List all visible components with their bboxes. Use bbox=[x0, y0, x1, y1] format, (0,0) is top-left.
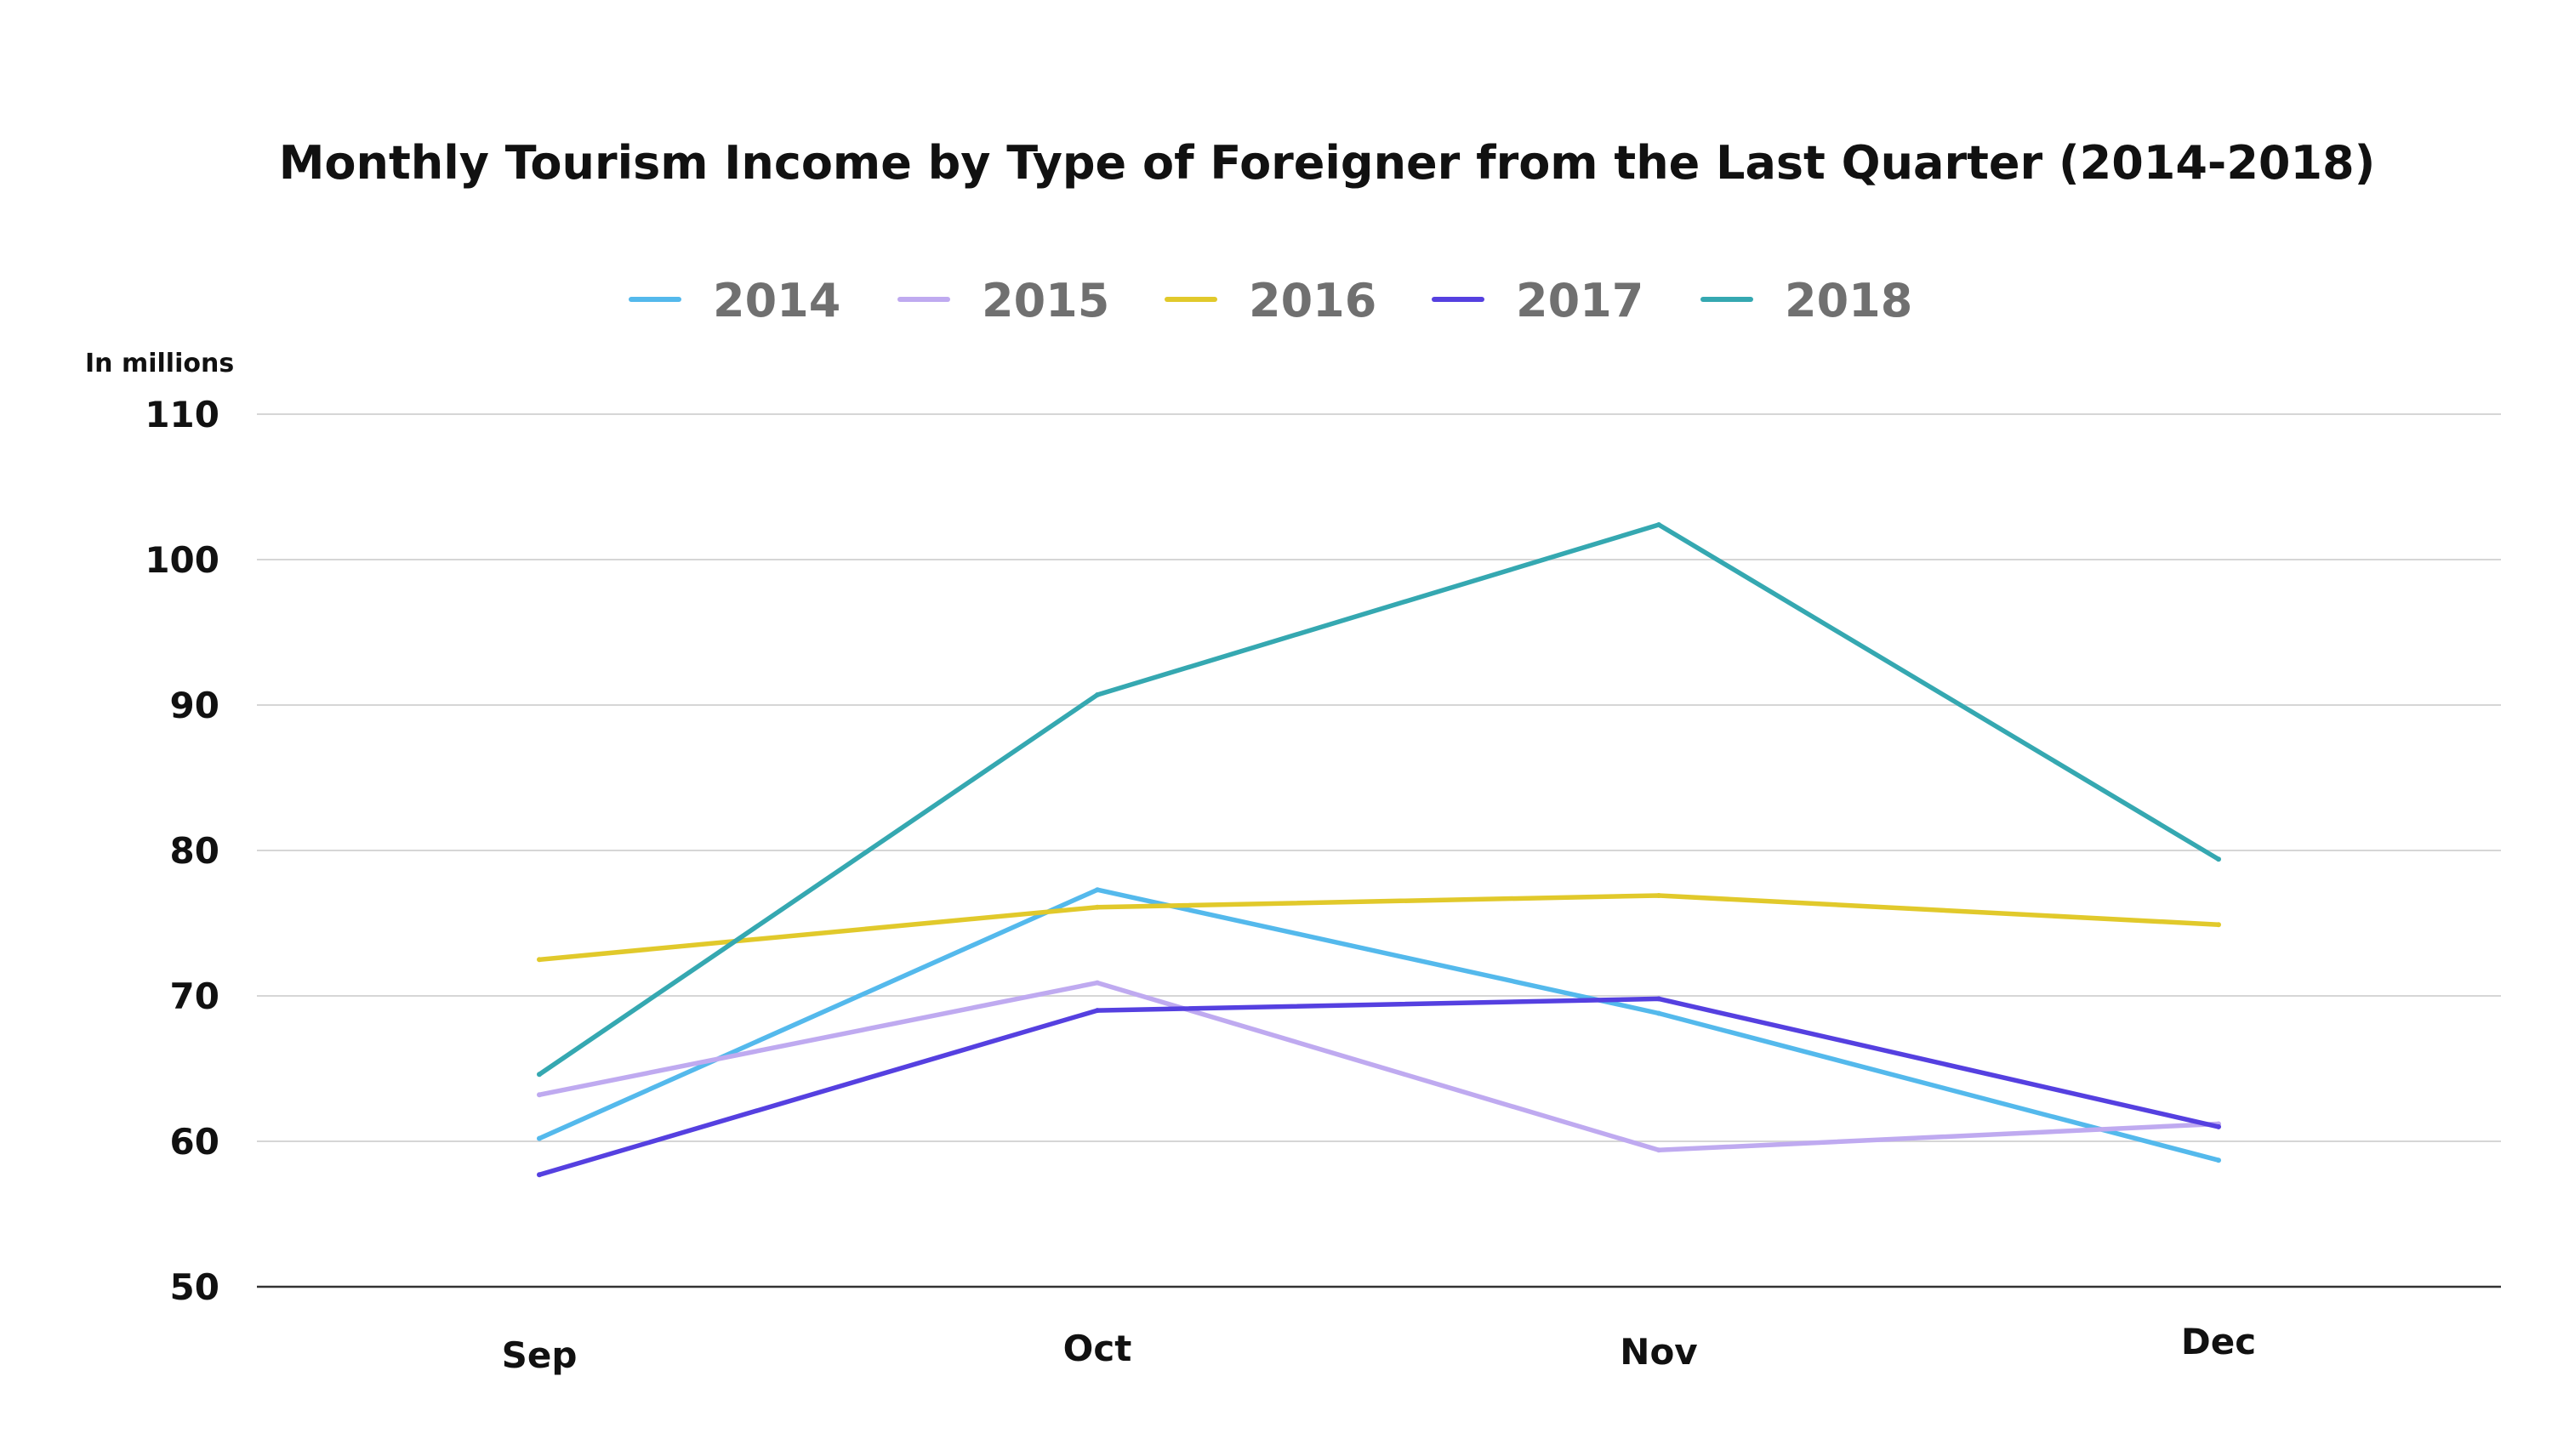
data-point-2017 bbox=[537, 1172, 542, 1178]
legend-item-2016: 2016 bbox=[1165, 274, 1376, 327]
x-tick-label: Nov bbox=[1620, 1331, 1697, 1373]
legend-label: 2017 bbox=[1516, 274, 1643, 327]
y-tick-label: 70 bbox=[170, 975, 219, 1017]
data-point-2017 bbox=[1656, 996, 1661, 1002]
data-point-2015 bbox=[1656, 1147, 1661, 1153]
legend-label: 2015 bbox=[982, 274, 1109, 327]
data-point-2015 bbox=[537, 1092, 542, 1098]
y-tick-label: 60 bbox=[170, 1121, 219, 1163]
data-point-2014 bbox=[2216, 1157, 2221, 1163]
series-line-2017 bbox=[537, 996, 2221, 1178]
series-line-2016 bbox=[537, 893, 2221, 963]
y-tick-label: 50 bbox=[170, 1266, 219, 1308]
x-tick-label: Oct bbox=[1063, 1328, 1132, 1369]
legend-item-2015: 2015 bbox=[897, 274, 1109, 327]
data-point-2016 bbox=[1656, 893, 1661, 898]
data-point-2014 bbox=[1656, 1010, 1661, 1016]
data-point-2018 bbox=[1656, 522, 1661, 527]
data-point-2018 bbox=[2216, 856, 2221, 862]
data-point-2014 bbox=[1095, 887, 1100, 893]
legend-label: 2018 bbox=[1785, 274, 1912, 327]
series-line-2015 bbox=[537, 980, 2221, 1153]
data-point-2016 bbox=[1095, 904, 1100, 910]
x-tick-label: Sep bbox=[502, 1334, 578, 1376]
series-line-2018 bbox=[537, 522, 2221, 1078]
data-point-2018 bbox=[537, 1072, 542, 1078]
series-layer bbox=[537, 522, 2221, 1178]
x-axis: Sep Oct Nov Dec bbox=[502, 1321, 2257, 1376]
chart-title: Monthly Tourism Income by Type of Foreig… bbox=[279, 136, 2376, 190]
y-tick-label: 100 bbox=[145, 539, 219, 581]
y-axis: 50 60 70 80 90 100 110 bbox=[145, 394, 219, 1308]
legend: 2014 2015 2016 2017 2018 bbox=[629, 274, 1912, 327]
data-point-2018 bbox=[1095, 692, 1100, 697]
data-point-2017 bbox=[1095, 1008, 1100, 1014]
data-point-2017 bbox=[2216, 1123, 2221, 1129]
unit-label: In millions bbox=[85, 349, 234, 378]
x-tick-label: Dec bbox=[2181, 1321, 2256, 1362]
grid-lines bbox=[257, 413, 2501, 1288]
y-tick-label: 80 bbox=[170, 830, 219, 872]
data-point-2014 bbox=[537, 1135, 542, 1141]
data-point-2016 bbox=[537, 957, 542, 963]
legend-item-2017: 2017 bbox=[1432, 274, 1643, 327]
y-tick-label: 90 bbox=[170, 685, 219, 726]
data-point-2015 bbox=[1095, 980, 1100, 986]
legend-label: 2014 bbox=[713, 274, 840, 327]
data-point-2016 bbox=[2216, 922, 2221, 928]
y-tick-label: 110 bbox=[145, 394, 219, 435]
series-line-2014 bbox=[537, 887, 2221, 1163]
legend-item-2018: 2018 bbox=[1700, 274, 1912, 327]
legend-item-2014: 2014 bbox=[629, 274, 840, 327]
legend-label: 2016 bbox=[1249, 274, 1376, 327]
